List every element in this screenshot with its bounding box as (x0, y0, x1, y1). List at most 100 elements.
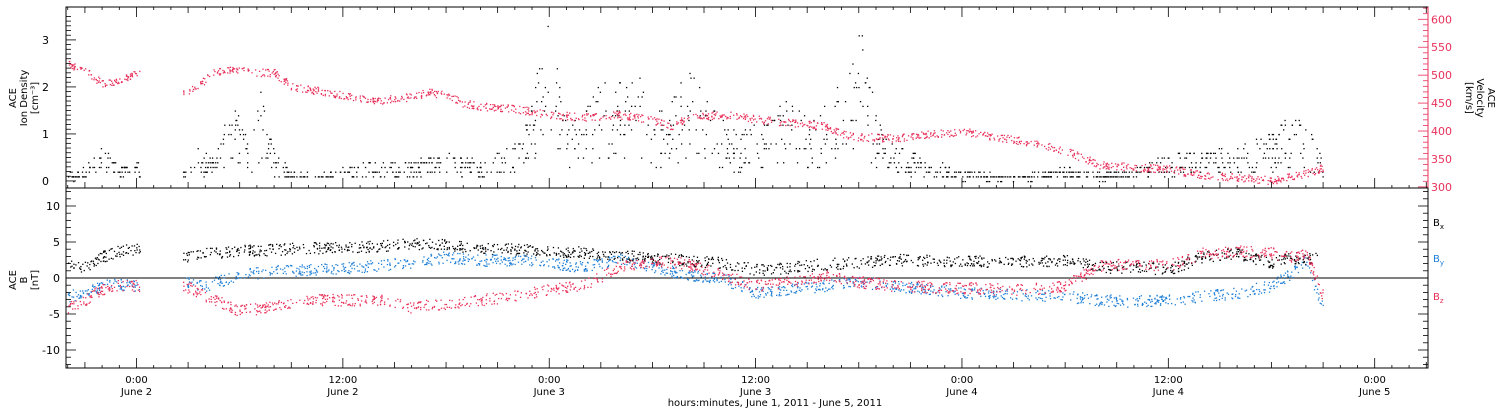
velocity-point (1069, 148, 1071, 151)
density-point (216, 166, 218, 169)
density-point (300, 176, 302, 178)
bx-point (279, 244, 281, 246)
density-point (1201, 152, 1203, 155)
velocity-point (285, 78, 288, 80)
bx-point (854, 258, 856, 260)
velocity-point (258, 70, 261, 73)
by-point (1115, 305, 1117, 307)
bx-point (560, 251, 563, 253)
bx-point (642, 256, 644, 258)
bx-point (898, 257, 900, 259)
density-point (783, 162, 785, 164)
velocity-tick-label: 550 (1431, 41, 1452, 54)
velocity-point (277, 73, 279, 75)
velocity-point (763, 123, 765, 125)
bx-point (1066, 262, 1069, 264)
bx-point (70, 260, 73, 262)
by-point (304, 267, 306, 269)
velocity-point (833, 129, 835, 131)
density-point (185, 171, 187, 173)
bx-point (305, 252, 308, 255)
density-point (1233, 162, 1236, 164)
velocity-point (813, 127, 816, 129)
density-point (598, 157, 601, 159)
bx-point (1112, 261, 1114, 264)
bx-point (776, 266, 778, 269)
density-point (683, 124, 686, 126)
bx-point (269, 248, 271, 250)
by-point (1231, 293, 1233, 295)
bx-point (873, 265, 876, 267)
velocity-point (446, 97, 448, 99)
bx-point (655, 261, 657, 263)
velocity-point (480, 109, 482, 111)
velocity-point (76, 68, 79, 71)
velocity-point (90, 74, 92, 76)
density-point (125, 166, 128, 169)
density-point (969, 171, 971, 173)
bx-point (652, 259, 654, 261)
bx-point (313, 252, 316, 254)
velocity-point (130, 74, 132, 77)
bx-point (604, 251, 606, 253)
by-point (1234, 295, 1237, 298)
density-point (1272, 138, 1274, 140)
velocity-point (207, 74, 209, 76)
density-point (798, 110, 800, 112)
by-point (296, 267, 298, 269)
density-point (900, 166, 903, 169)
by-point (646, 267, 648, 270)
bx-point (1090, 268, 1092, 270)
density-point (668, 157, 670, 159)
velocity-point (879, 138, 881, 140)
velocity-point (770, 119, 772, 122)
bx-point (1302, 259, 1304, 261)
density-point (246, 148, 248, 150)
bx-point (1306, 257, 1308, 259)
velocity-point (764, 120, 767, 122)
bx-point (1246, 259, 1248, 262)
bx-point (1162, 272, 1164, 274)
bx-point (1283, 254, 1286, 256)
bx-point (832, 259, 834, 262)
density-point (842, 119, 845, 122)
bx-point (78, 267, 81, 269)
bx-point (1252, 255, 1254, 257)
bx-point (847, 257, 850, 259)
by-point (269, 274, 271, 276)
bx-point (798, 270, 801, 272)
density-point (845, 143, 848, 145)
by-point (100, 282, 103, 284)
velocity-point (1224, 179, 1227, 181)
bx-point (535, 248, 537, 250)
velocity-point (797, 125, 799, 128)
bx-point (924, 263, 926, 265)
density-point (1316, 157, 1318, 159)
bx-point (525, 255, 527, 257)
bx-point (1268, 266, 1270, 269)
density-point (1114, 171, 1116, 173)
bx-point (387, 239, 389, 242)
velocity-point (364, 97, 367, 99)
velocity-point (1166, 165, 1168, 167)
density-point (260, 91, 262, 93)
bx-point (613, 251, 616, 254)
bx-point (249, 247, 251, 250)
velocity-point (629, 119, 631, 121)
density-point (251, 171, 253, 173)
velocity-point (519, 105, 521, 108)
velocity-point (1081, 156, 1084, 158)
velocity-point (1190, 169, 1193, 171)
velocity-point (192, 88, 195, 91)
velocity-point (437, 90, 439, 93)
by-point (362, 266, 364, 268)
by-point (937, 291, 939, 293)
density-point (989, 176, 992, 178)
velocity-point (500, 104, 502, 106)
velocity-point (1281, 177, 1283, 180)
velocity-point (223, 71, 226, 73)
bx-point (1122, 266, 1124, 269)
velocity-point (443, 93, 445, 95)
velocity-point (584, 117, 586, 119)
bx-point (744, 267, 746, 270)
